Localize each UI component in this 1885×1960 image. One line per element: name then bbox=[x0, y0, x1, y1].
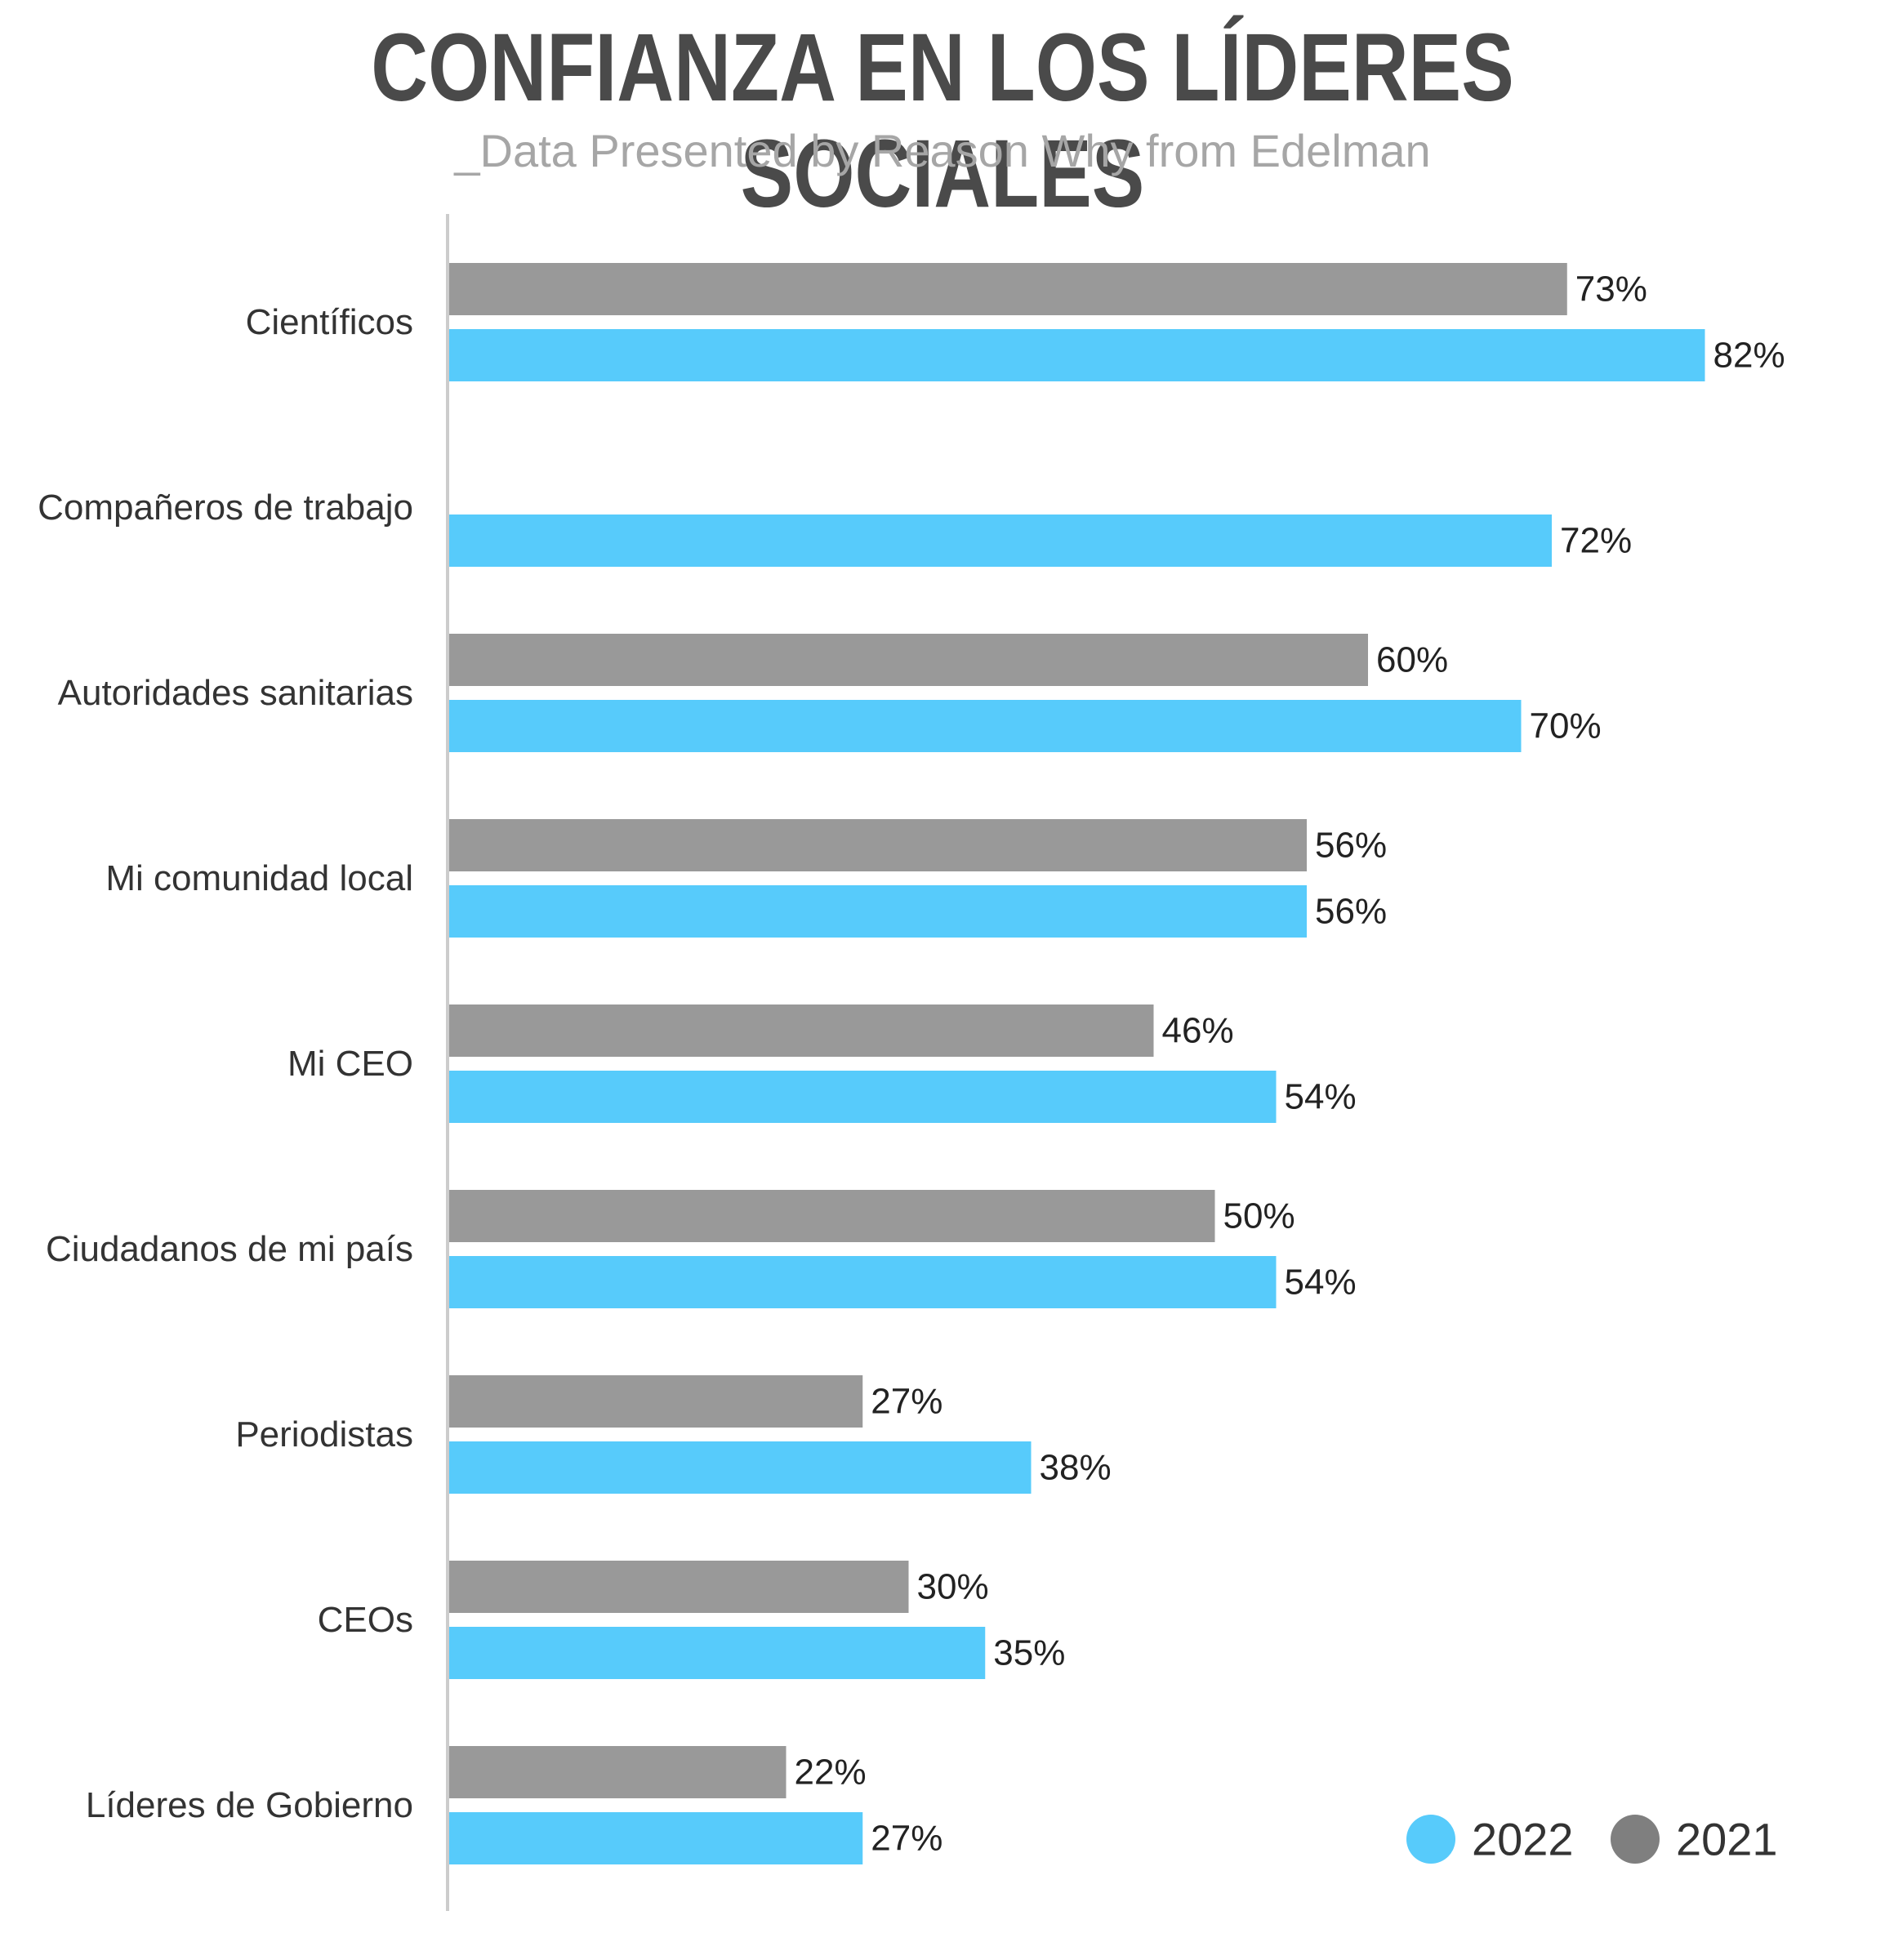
bar-2022-ciudadanos-de-mi-pais bbox=[449, 1256, 1277, 1308]
bar-2021-autoridades-sanitarias bbox=[449, 634, 1368, 686]
bar-2021-cientificos bbox=[449, 263, 1567, 315]
value-label-2022-cientificos: 82% bbox=[1713, 336, 1785, 376]
chart-title: CONFIANZA EN LOS LÍDERES SOCIALES bbox=[371, 14, 1514, 228]
bar-2021-periodistas bbox=[449, 1375, 863, 1428]
value-label-2022-lideres-de-gobierno: 27% bbox=[871, 1819, 942, 1859]
bar-2022-periodistas bbox=[449, 1441, 1032, 1494]
value-label-2021-ceos: 30% bbox=[917, 1567, 989, 1607]
value-label-2022-autoridades-sanitarias: 70% bbox=[1530, 706, 1602, 746]
value-label-2022-periodistas: 38% bbox=[1040, 1448, 1112, 1488]
bar-2021-ceos bbox=[449, 1561, 909, 1613]
legend-swatch-2022 bbox=[1406, 1815, 1455, 1864]
bar-2022-lideres-de-gobierno bbox=[449, 1812, 863, 1864]
value-label-2022-ceos: 35% bbox=[993, 1633, 1065, 1673]
bar-2022-cientificos bbox=[449, 329, 1705, 381]
bar-2022-ceos bbox=[449, 1627, 986, 1679]
category-label-autoridades-sanitarias: Autoridades sanitarias bbox=[58, 673, 413, 713]
bars-layer bbox=[449, 263, 1705, 1864]
bar-2021-lideres-de-gobierno bbox=[449, 1746, 787, 1798]
value-label-2021-periodistas: 27% bbox=[871, 1382, 942, 1422]
category-label-mi-comunidad-local: Mi comunidad local bbox=[105, 858, 413, 898]
bar-2022-mi-comunidad-local bbox=[449, 885, 1307, 938]
value-label-2022-mi-ceo: 54% bbox=[1285, 1077, 1357, 1117]
bar-2022-autoridades-sanitarias bbox=[449, 700, 1522, 752]
value-label-2021-ciudadanos-de-mi-pais: 50% bbox=[1223, 1196, 1295, 1236]
bar-2022-mi-ceo bbox=[449, 1071, 1277, 1123]
category-label-lideres-de-gobierno: Líderes de Gobierno bbox=[86, 1785, 413, 1825]
category-label-cientificos: Científicos bbox=[246, 302, 413, 342]
category-label-ciudadanos-de-mi-pais: Ciudadanos de mi país bbox=[46, 1229, 413, 1269]
value-label-2021-mi-comunidad-local: 56% bbox=[1315, 826, 1387, 866]
value-label-2022-ciudadanos-de-mi-pais: 54% bbox=[1285, 1263, 1357, 1303]
bar-2021-mi-ceo bbox=[449, 1004, 1154, 1057]
legend-label-2021: 2021 bbox=[1676, 1814, 1778, 1865]
bar-2021-mi-comunidad-local bbox=[449, 819, 1307, 871]
value-label-2021-cientificos: 73% bbox=[1575, 270, 1647, 310]
value-label-2022-companeros-de-trabajo: 72% bbox=[1560, 521, 1632, 561]
category-label-ceos: CEOs bbox=[318, 1600, 413, 1640]
legend-swatch-2021 bbox=[1611, 1815, 1660, 1864]
bar-2022-companeros-de-trabajo bbox=[449, 514, 1552, 567]
value-label-2022-mi-comunidad-local: 56% bbox=[1315, 892, 1387, 932]
value-label-2021-autoridades-sanitarias: 60% bbox=[1376, 640, 1448, 680]
legend: 2022 2021 bbox=[1406, 1814, 1778, 1865]
chart-subtitle: _Data Presented by Reason Why from Edelm… bbox=[454, 125, 1431, 176]
bar-2021-ciudadanos-de-mi-pais bbox=[449, 1190, 1215, 1242]
legend-label-2022: 2022 bbox=[1472, 1814, 1574, 1865]
value-label-2021-mi-ceo: 46% bbox=[1162, 1011, 1234, 1051]
labels-layer: Científicos 73% 82% Compañeros de trabajo 72… bbox=[38, 270, 1785, 1859]
category-label-periodistas: Periodistas bbox=[235, 1414, 413, 1454]
value-label-2021-lideres-de-gobierno: 22% bbox=[795, 1753, 867, 1793]
category-label-companeros-de-trabajo: Compañeros de trabajo bbox=[38, 488, 413, 528]
category-label-mi-ceo: Mi CEO bbox=[287, 1044, 413, 1084]
